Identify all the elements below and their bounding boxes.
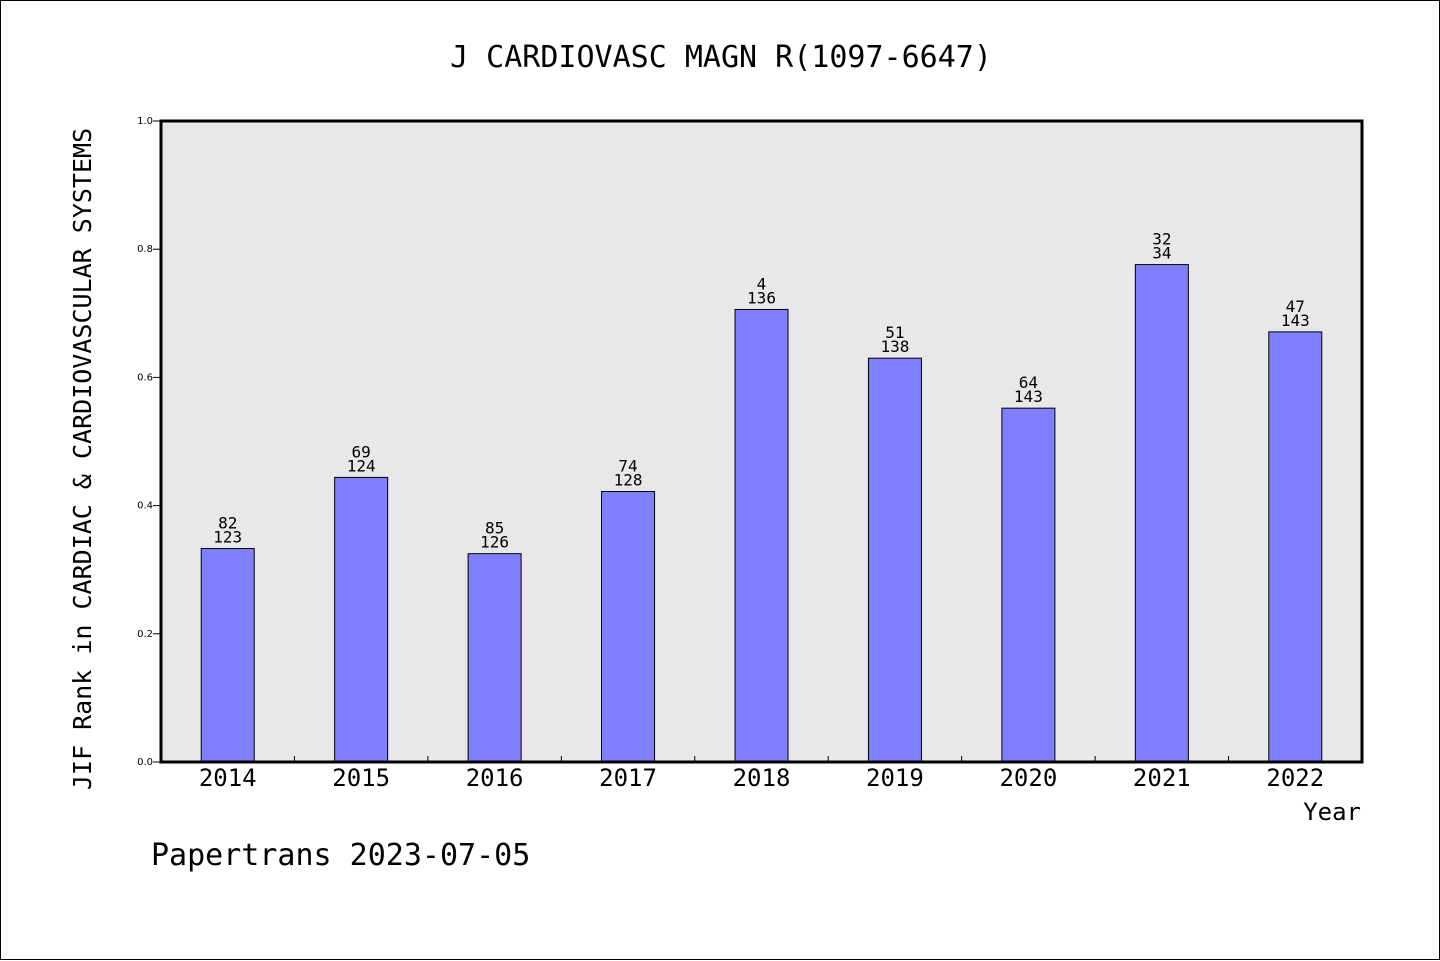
bar-total-label: 124 [347,456,376,475]
x-tick-label: 2017 [599,764,657,792]
y-axis-label: JIF Rank in CARDIAC & CARDIOVASCULAR SYS… [68,128,97,790]
bar-total-label: 136 [747,288,776,307]
bar-series [200,264,1323,763]
bar-total-label: 128 [614,470,643,489]
bar-total-label: 123 [213,528,242,547]
bar-2020 [1001,407,1056,763]
bar-rank-label: 64 [1019,373,1038,392]
bar-2014 [200,548,255,763]
bar-total-label: 34 [1152,244,1171,263]
plot-border [159,119,1364,764]
bar-rank-label: 51 [885,323,904,342]
x-tick-label: 2019 [866,764,924,792]
bar-total-label: 143 [1014,387,1043,406]
bar-rank-label: 69 [352,442,371,461]
bar-2015 [334,476,389,763]
y-tick-label: 0.4 [137,501,153,512]
bar-rank-label: 82 [218,514,237,533]
bar-2018 [734,308,789,763]
bar-rank-label: 32 [1152,230,1171,249]
bar-rank-label: 4 [757,274,767,293]
y-tick-label: 0.2 [137,629,153,640]
bar-2021 [1134,264,1189,763]
x-tick-label: 2022 [1266,764,1324,792]
bar-2019 [867,357,922,763]
chart-title: J CARDIOVASC MAGN R(1097-6647) [450,40,992,75]
x-tick-label: 2016 [466,764,524,792]
bar-2017 [601,490,656,763]
x-tick-label: 2015 [332,764,390,792]
bar-total-label: 126 [480,533,509,552]
bar-2016 [467,553,522,763]
bar-rank-label: 47 [1286,297,1305,316]
y-tick-label: 0.6 [137,372,153,383]
y-tick-label: 0.8 [137,244,153,255]
footer-text: Papertrans 2023-07-05 [151,838,530,873]
x-tick-label: 2021 [1133,764,1191,792]
x-tick-label: 2020 [999,764,1057,792]
x-axis-tick-labels: 2014 2015 2016 2017 2018 2019 2020 2021 2022 [199,764,1324,792]
bar-total-label: 138 [880,337,909,356]
bar-rank-label: 85 [485,519,504,538]
x-tick-label: 2018 [733,764,791,792]
x-axis-label: Year [1303,798,1361,826]
bar-labels: 8212369124851267412841365113864143323447… [213,230,1309,552]
y-axis-ticks: 0.0 0.2 0.4 0.6 0.8 1.0 [137,116,161,768]
y-tick-label: 1.0 [137,116,153,127]
bar-rank-label: 74 [618,456,637,475]
bar-2022 [1268,331,1323,763]
x-tick-label: 2014 [199,764,257,792]
y-tick-label: 0.0 [137,757,153,768]
bar-total-label: 143 [1281,311,1310,330]
